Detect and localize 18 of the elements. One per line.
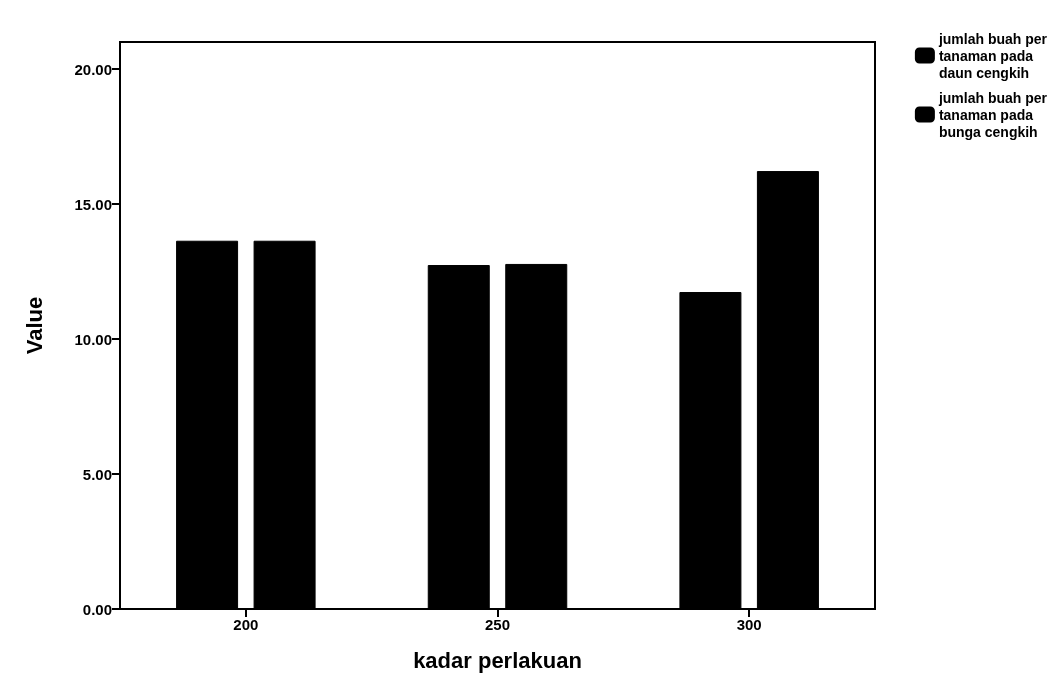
y-tick-label: 0.00 bbox=[82, 600, 112, 618]
x-tick-label: 300 bbox=[736, 616, 762, 633]
y-tick-label: 20.00 bbox=[74, 60, 112, 78]
y-tick-label: 10.00 bbox=[74, 330, 112, 348]
y-axis-title: Value bbox=[21, 296, 47, 355]
bar bbox=[253, 240, 316, 609]
bar bbox=[756, 171, 819, 609]
x-tick-label: 250 bbox=[484, 616, 511, 633]
y-tick-label: 5.00 bbox=[82, 465, 112, 483]
x-axis-title: kadar perlakuan bbox=[413, 647, 582, 673]
bar bbox=[679, 292, 742, 609]
legend-label: jumlah buah per tanaman pada bunga cengkih bbox=[937, 89, 1048, 140]
bar bbox=[505, 263, 568, 609]
y-tick-label: 15.00 bbox=[74, 195, 112, 213]
x-tick-label: 200 bbox=[233, 616, 259, 633]
bar bbox=[427, 265, 490, 609]
legend-label: jumlah buah per tanaman pada daun cengkih bbox=[937, 30, 1048, 81]
bar bbox=[176, 240, 239, 609]
